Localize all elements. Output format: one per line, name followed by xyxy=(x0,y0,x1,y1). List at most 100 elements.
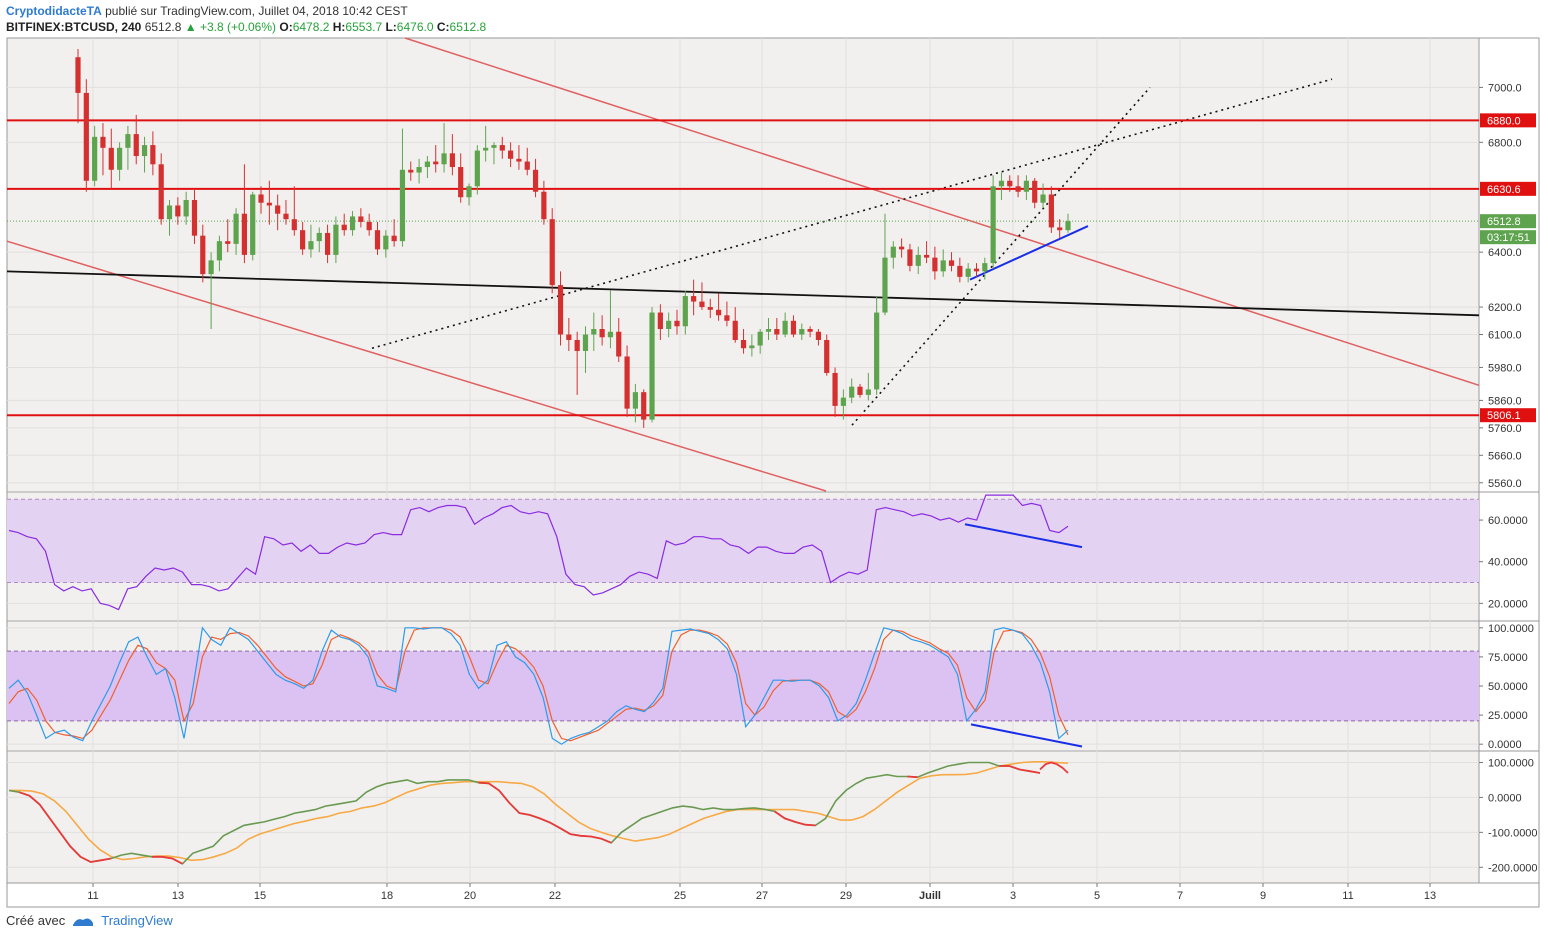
candle-body xyxy=(874,312,880,390)
candle xyxy=(740,329,747,354)
close-value: 6512.8 xyxy=(449,20,487,34)
candle xyxy=(491,142,497,165)
x-tick-label: 18 xyxy=(381,890,393,902)
candle xyxy=(1065,213,1071,233)
dotted-trend-line xyxy=(371,78,1333,350)
indicator-bands xyxy=(7,498,1479,722)
candle-body xyxy=(849,386,855,398)
candle xyxy=(857,383,863,398)
x-tick-label: 13 xyxy=(172,890,184,902)
candle-body xyxy=(1048,194,1054,228)
price-label-box xyxy=(1480,113,1536,128)
stoch-d-line xyxy=(8,627,1069,742)
candle xyxy=(957,257,963,283)
macd-tick-label: 100.0000 xyxy=(1488,757,1534,769)
candle xyxy=(383,230,389,258)
x-tick-label: Juill xyxy=(919,890,941,902)
price-label-level: 6880.0 xyxy=(1487,115,1521,127)
candle xyxy=(508,142,514,168)
symbol-label[interactable]: BITFINEX:BTCUSD, 240 xyxy=(6,20,142,34)
tradingview-logo-icon xyxy=(73,918,94,926)
candle-body xyxy=(948,260,955,266)
price-tick-label: 6100.0 xyxy=(1488,330,1522,342)
candle xyxy=(1040,183,1046,209)
open-value: 6478.2 xyxy=(292,20,330,34)
candle xyxy=(116,142,123,181)
candle xyxy=(699,282,705,310)
candle xyxy=(865,372,871,401)
candle-body xyxy=(324,232,331,255)
candle-body xyxy=(973,268,980,272)
candle xyxy=(150,131,156,176)
candle-body xyxy=(1032,180,1038,203)
candle-body xyxy=(524,161,530,170)
trend-line xyxy=(6,270,1480,317)
candle-body xyxy=(200,235,206,275)
candle xyxy=(175,197,181,225)
candle xyxy=(1023,175,1030,200)
candle-body xyxy=(150,145,156,165)
candle xyxy=(200,224,206,283)
candle-body xyxy=(566,334,572,340)
candle xyxy=(990,175,996,269)
candle xyxy=(616,318,622,362)
publish-info: publié sur TradingView.com, Juillet 04, … xyxy=(101,4,408,18)
candle-body xyxy=(765,329,772,332)
candle-body xyxy=(300,230,306,250)
candle-body xyxy=(998,180,1005,187)
candle-body xyxy=(790,320,797,335)
candle-body xyxy=(740,340,747,349)
countdown-box xyxy=(1480,230,1536,245)
price-label-box xyxy=(1480,214,1536,229)
price-label-box xyxy=(1480,181,1536,196)
macd-bearish-segment xyxy=(18,791,112,863)
candle-body xyxy=(782,320,788,335)
candle-body xyxy=(940,260,946,272)
candle-body xyxy=(574,340,580,351)
x-tick-label: 9 xyxy=(1260,890,1266,902)
candle-body xyxy=(699,301,705,308)
rsi-line xyxy=(8,494,1069,611)
candle xyxy=(807,326,813,338)
macd-tick-label: -100.0000 xyxy=(1488,827,1538,839)
price-label-level: 6630.6 xyxy=(1487,184,1521,196)
candle xyxy=(899,238,905,258)
close-label: C: xyxy=(436,20,450,34)
candle xyxy=(657,304,663,340)
candle-body xyxy=(175,205,181,217)
candle xyxy=(607,290,614,349)
candle xyxy=(108,128,114,189)
candle-body xyxy=(582,334,589,351)
author-link[interactable]: CryptodidacteTA xyxy=(6,4,102,18)
candle-body xyxy=(907,249,913,266)
candle xyxy=(691,279,697,316)
candle-body xyxy=(616,331,622,357)
candle-body xyxy=(682,296,688,327)
candle xyxy=(541,180,547,225)
x-tick-label: 15 xyxy=(254,890,266,902)
candle-body xyxy=(291,219,297,231)
candle-body xyxy=(75,57,81,93)
candle xyxy=(849,378,855,404)
price-label-level: 5806.1 xyxy=(1487,410,1521,422)
tradingview-link[interactable]: TradingView xyxy=(101,913,173,928)
candle xyxy=(92,125,98,187)
candle-body xyxy=(241,213,247,255)
candle xyxy=(208,252,214,330)
candle-body xyxy=(333,224,339,255)
candle xyxy=(408,161,414,181)
indicator-lines xyxy=(8,494,1083,865)
candle xyxy=(532,158,539,198)
candle-body xyxy=(890,246,896,258)
candle xyxy=(973,263,980,277)
x-tick-label: 29 xyxy=(840,890,852,902)
stoch-divergence-line xyxy=(970,723,1083,748)
x-tick-label: 11 xyxy=(1342,890,1353,902)
high-label: H: xyxy=(332,20,346,34)
x-tick-label: 27 xyxy=(756,890,768,902)
low-value: 6476.0 xyxy=(396,20,434,34)
candle-body xyxy=(441,153,447,165)
candle xyxy=(566,318,572,351)
candle xyxy=(641,389,647,428)
